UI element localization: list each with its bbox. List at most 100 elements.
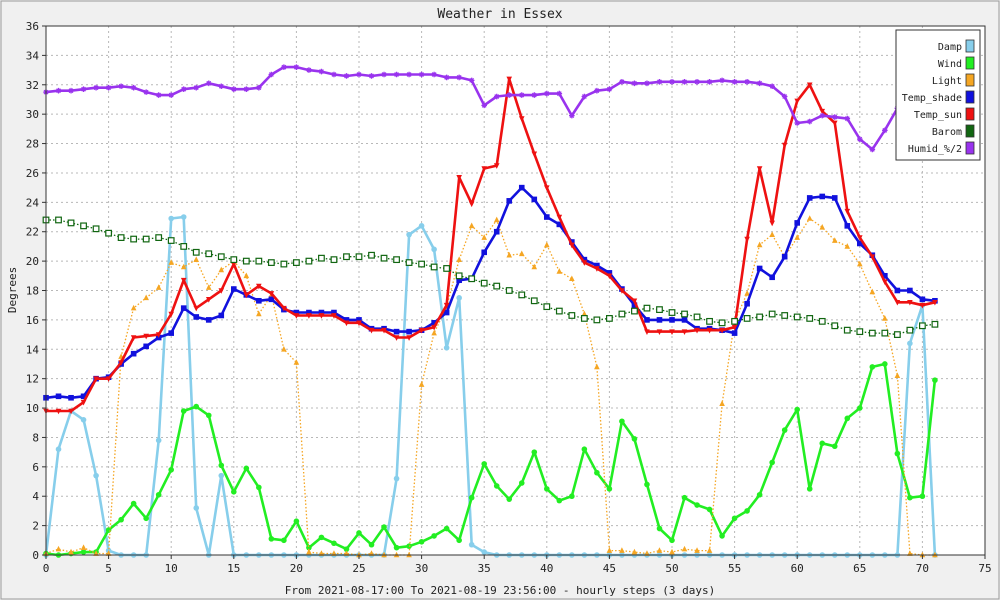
data-point-barom — [343, 253, 350, 261]
data-point-light — [844, 243, 851, 249]
data-point-wind — [381, 524, 387, 530]
y-tick-label: 6 — [32, 461, 39, 474]
data-point-temp-shade — [356, 317, 362, 323]
data-point-barom — [443, 265, 451, 272]
data-point-temp-shade — [443, 309, 450, 316]
data-point-temp-sun — [844, 208, 851, 215]
x-tick-label: 60 — [791, 562, 804, 575]
data-point-temp-shade — [907, 287, 913, 294]
data-point-wind — [406, 543, 412, 549]
data-point-humid-2 — [205, 80, 212, 87]
data-point-humid-2 — [806, 118, 813, 125]
data-point-temp-sun — [769, 220, 775, 227]
data-point-humid-2 — [393, 71, 400, 78]
data-point-temp-sun — [68, 408, 74, 415]
data-point-barom — [368, 251, 375, 259]
x-tick-label: 75 — [978, 562, 991, 575]
data-point-wind — [306, 544, 312, 551]
data-point-temp-sun — [431, 324, 437, 331]
data-point-wind — [143, 515, 149, 522]
data-point-light — [431, 329, 437, 336]
data-point-barom — [255, 257, 263, 265]
data-point-barom — [743, 315, 751, 322]
data-point-wind — [506, 496, 513, 502]
data-point-barom — [505, 287, 513, 294]
data-point-light — [193, 256, 200, 262]
axis-ticks: 0 5 10 15 20 25 30 35 40 45 50 55 60 65 70 750246810121… — [26, 20, 992, 575]
data-point-light — [794, 234, 800, 240]
data-point-damp — [406, 231, 412, 238]
data-point-barom — [693, 313, 701, 321]
data-point-temp-sun — [343, 320, 350, 327]
data-point-light — [706, 547, 713, 553]
data-point-barom — [718, 319, 726, 327]
data-point-temp-shade — [306, 309, 312, 316]
data-point-temp-sun — [118, 360, 124, 366]
data-point-humid-2 — [331, 71, 337, 78]
y-tick-label: 0 — [32, 549, 39, 562]
data-point-barom — [468, 275, 476, 283]
data-point-barom — [793, 313, 801, 321]
data-point-temp-sun — [544, 185, 550, 191]
x-tick-label: 30 — [415, 562, 428, 575]
data-point-light — [518, 250, 525, 257]
data-point-temp-sun — [781, 142, 788, 149]
data-point-wind — [744, 508, 750, 514]
data-point-barom — [217, 253, 225, 261]
data-point-barom — [167, 237, 175, 244]
data-point-temp-shade — [331, 309, 337, 316]
data-point-barom — [105, 229, 113, 237]
data-point-temp-sun — [493, 163, 500, 169]
data-point-humid-2 — [406, 71, 412, 78]
data-point-temp-sun — [443, 302, 450, 309]
data-point-wind — [669, 537, 675, 544]
data-point-temp-shade — [130, 350, 137, 357]
data-point-wind — [731, 515, 738, 522]
data-point-light — [55, 545, 62, 552]
x-tick-label: 70 — [916, 562, 929, 575]
data-point-temp-shade — [806, 195, 813, 201]
data-point-temp-shade — [544, 214, 550, 220]
data-point-wind — [581, 446, 588, 453]
data-point-temp-sun — [644, 329, 650, 335]
data-point-barom — [668, 309, 676, 316]
data-point-temp-shade — [669, 317, 675, 323]
data-point-barom — [568, 312, 576, 319]
data-point-barom — [67, 219, 75, 227]
data-point-wind — [518, 480, 525, 486]
data-point-temp-shade — [857, 240, 863, 247]
data-point-temp-shade — [318, 309, 325, 316]
data-point-wind — [193, 403, 200, 410]
data-point-barom — [918, 322, 926, 330]
data-point-humid-2 — [130, 84, 137, 91]
data-point-humid-2 — [343, 73, 350, 79]
data-point-humid-2 — [831, 114, 838, 120]
data-point-light — [293, 359, 300, 365]
data-point-temp-sun — [130, 335, 137, 341]
data-point-barom — [242, 257, 250, 265]
data-point-temp-sun — [669, 329, 675, 335]
data-point-temp-sun — [180, 277, 187, 284]
data-point-temp-sun — [882, 279, 888, 285]
data-point-barom — [418, 260, 425, 268]
data-point-temp-sun — [418, 327, 425, 334]
data-point-temp-shade — [794, 220, 800, 226]
data-point-humid-2 — [606, 86, 613, 92]
data-point-temp-sun — [205, 297, 212, 303]
x-tick-label: 35 — [478, 562, 491, 575]
data-point-temp-shade — [831, 195, 838, 201]
data-point-barom — [643, 304, 651, 312]
data-point-barom — [906, 326, 914, 334]
data-point-temp-sun — [919, 302, 926, 309]
data-point-wind — [706, 506, 713, 513]
data-point-humid-2 — [731, 79, 738, 85]
data-point-wind — [756, 491, 763, 498]
y-tick-label: 28 — [26, 138, 39, 151]
data-point-barom — [580, 315, 588, 322]
x-tick-label: 65 — [853, 562, 866, 575]
data-point-temp-sun — [281, 305, 287, 312]
data-point-barom — [230, 256, 238, 264]
data-point-barom — [80, 222, 87, 230]
